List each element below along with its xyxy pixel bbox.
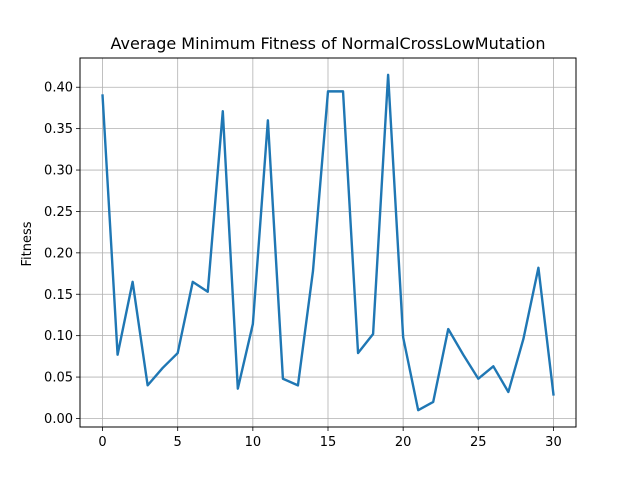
x-tick-label: 5: [174, 435, 182, 450]
x-gridlines: [102, 58, 554, 427]
y-tick-label: 0.25: [44, 205, 73, 220]
x-tick-label: 25: [470, 435, 487, 450]
chart-title: Average Minimum Fitness of NormalCrossLo…: [111, 34, 546, 53]
x-tick-label: 20: [395, 435, 412, 450]
y-tick-label: 0.15: [44, 288, 73, 303]
series-line: [101, 73, 555, 412]
y-tick-label: 0.05: [44, 371, 73, 386]
x-tick-label: 10: [245, 435, 262, 450]
y-tick-label: 0.30: [44, 164, 73, 179]
x-tick-label: 15: [320, 435, 337, 450]
y-axis-label: Fitness: [20, 221, 35, 266]
y-gridlines: [80, 86, 576, 419]
y-tick-label: 0.20: [44, 246, 73, 261]
y-axis-ticks: 0.00 0.05 0.10 0.15 0.20 0.25 0.30 0.35 0.40: [44, 81, 80, 427]
y-tick-label: 0.35: [44, 122, 73, 137]
y-tick-label: 0.00: [44, 412, 73, 427]
y-tick-label: 0.10: [44, 329, 73, 344]
y-tick-label: 0.40: [44, 81, 73, 96]
x-axis-ticks: 0 5 10 15 20 25 30: [98, 427, 562, 450]
x-tick-label: 0: [98, 435, 106, 450]
series-group: [101, 73, 555, 412]
x-tick-label: 30: [545, 435, 562, 450]
